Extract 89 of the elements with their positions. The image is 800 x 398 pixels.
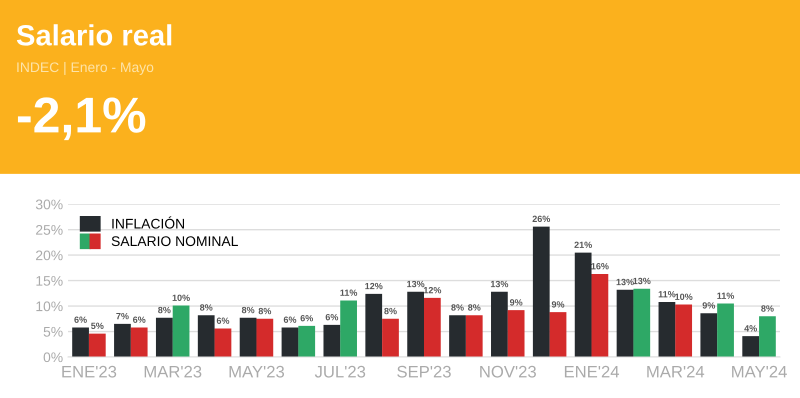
data-label: 12% bbox=[424, 286, 442, 294]
y-tick-label: 20% bbox=[36, 250, 63, 260]
data-label: 10% bbox=[675, 294, 692, 300]
bar bbox=[282, 327, 298, 358]
data-label: 21% bbox=[574, 242, 592, 248]
data-label: 13% bbox=[407, 280, 424, 288]
bar bbox=[382, 318, 399, 358]
bar bbox=[532, 226, 550, 358]
y-tick-label: 25% bbox=[36, 224, 63, 235]
chart-title: Salario real bbox=[16, 24, 172, 46]
bar bbox=[340, 300, 357, 358]
bar bbox=[365, 294, 382, 358]
data-label: 6% bbox=[74, 316, 87, 323]
data-label: 11% bbox=[340, 290, 358, 296]
data-label: 11% bbox=[717, 292, 734, 299]
legend-label: SALARIO NOMINAL bbox=[112, 236, 238, 246]
x-tick-label: MAR'23 bbox=[144, 366, 202, 378]
bar bbox=[130, 327, 148, 358]
data-label: 9% bbox=[702, 302, 716, 309]
data-label: 8% bbox=[258, 308, 272, 314]
text: -2,1% bbox=[18, 97, 146, 140]
data-label: 9% bbox=[552, 301, 564, 308]
data-label: 8% bbox=[468, 304, 481, 311]
y-tick-label: 0% bbox=[44, 352, 63, 362]
bar bbox=[508, 310, 525, 358]
bar bbox=[198, 315, 215, 358]
data-label: 12% bbox=[365, 282, 383, 290]
bar bbox=[550, 312, 566, 358]
bar bbox=[574, 252, 592, 358]
bar bbox=[466, 315, 483, 358]
bar bbox=[717, 304, 734, 358]
y-tick-label: 30% bbox=[36, 200, 63, 210]
data-label: 9% bbox=[510, 299, 522, 306]
bar bbox=[449, 315, 466, 358]
bar bbox=[214, 328, 232, 358]
data-label: 26% bbox=[532, 216, 550, 222]
x-tick-label: NOV'23 bbox=[480, 366, 536, 378]
data-label: 6% bbox=[284, 316, 296, 323]
bar bbox=[759, 316, 776, 358]
x-tick-label: ENE'23 bbox=[62, 366, 116, 378]
data-label: 6% bbox=[133, 316, 146, 323]
bar bbox=[156, 318, 173, 358]
data-label: 4% bbox=[744, 325, 757, 332]
data-label: 5% bbox=[91, 322, 104, 330]
y-tick-label: 5% bbox=[44, 326, 63, 337]
x-tick-label: ENE'24 bbox=[564, 366, 620, 378]
data-label: 8% bbox=[451, 304, 464, 311]
bar bbox=[700, 313, 718, 358]
x-tick-label: SEP'23 bbox=[397, 366, 451, 378]
bar bbox=[88, 334, 106, 358]
bar bbox=[616, 290, 634, 358]
bar bbox=[256, 318, 274, 358]
data-label: 6% bbox=[300, 314, 314, 322]
data-label: 13% bbox=[490, 280, 508, 288]
data-label: 13% bbox=[616, 278, 634, 286]
legend-label: INFLACIÓN bbox=[112, 216, 184, 229]
data-label: 13% bbox=[633, 278, 651, 284]
data-label: 8% bbox=[158, 306, 171, 314]
data-label: 11% bbox=[658, 291, 676, 298]
x-tick-label: MAY'23 bbox=[230, 366, 284, 378]
bar bbox=[675, 304, 692, 358]
bar bbox=[658, 302, 676, 358]
bar bbox=[114, 324, 131, 358]
data-label: 8% bbox=[242, 306, 254, 314]
bar bbox=[72, 327, 89, 358]
data-label: 8% bbox=[384, 308, 397, 314]
bar bbox=[424, 298, 441, 358]
data-label: 16% bbox=[591, 263, 609, 270]
bar bbox=[407, 292, 424, 358]
data-label: 6% bbox=[326, 314, 338, 320]
x-tick-label: MAY'24 bbox=[732, 366, 787, 378]
x-tick-label: MAR'24 bbox=[647, 366, 704, 378]
bar bbox=[172, 306, 190, 358]
data-label: 8% bbox=[200, 304, 212, 311]
bar bbox=[298, 326, 316, 358]
y-tick-label: 10% bbox=[36, 301, 63, 312]
chart-subtitle: INDEC | Enero - Mayo bbox=[17, 62, 154, 75]
bar bbox=[742, 336, 760, 358]
data-label: 6% bbox=[216, 318, 230, 324]
bar bbox=[633, 288, 650, 358]
x-tick-label: JUL'23 bbox=[314, 366, 366, 378]
bar bbox=[323, 324, 340, 358]
bar bbox=[240, 318, 256, 358]
bar bbox=[592, 274, 608, 358]
data-label: 10% bbox=[172, 294, 190, 301]
bar bbox=[491, 292, 508, 358]
data-label: 8% bbox=[761, 305, 774, 312]
data-label: 7% bbox=[116, 312, 129, 320]
y-tick-label: 15% bbox=[36, 276, 63, 286]
